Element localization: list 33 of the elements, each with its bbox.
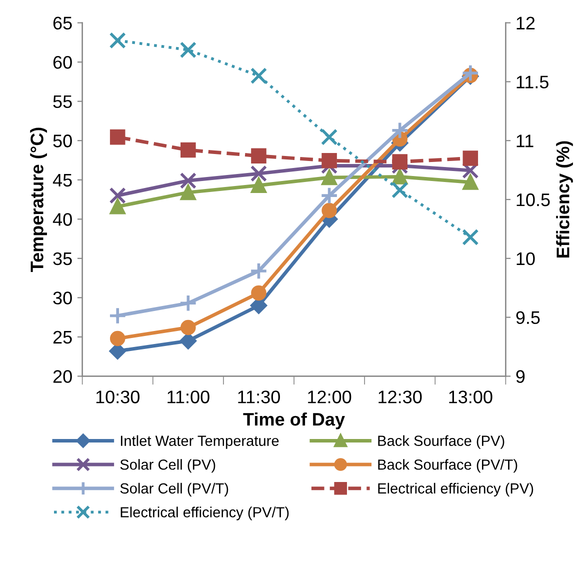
x-tick-label: 11:00 (168, 390, 210, 404)
y-tick-label: 45 (52, 174, 72, 187)
y-tick-label: 20 (53, 370, 72, 383)
x-tick-label: 11:30 (238, 390, 280, 404)
y-tick-label: 40 (52, 213, 72, 226)
y2-tick-label: 11.5 (516, 76, 548, 88)
legend-label: Intlet Water Temperature (120, 435, 279, 449)
legend-label: Solar Cell (PV/T) (120, 482, 228, 496)
y2-tick-label: 10 (516, 252, 535, 266)
x-tick-label: 13:00 (449, 390, 492, 404)
y2-tick-label: 9 (516, 370, 525, 383)
y2-tick-label: 11 (516, 134, 534, 148)
y2-tick-label: 12 (516, 16, 535, 30)
legend-label: Electrical efficiency (PV/T) (120, 506, 289, 520)
y-axis-title: Temperature (°C) (30, 128, 47, 272)
y-tick-label: 65 (53, 16, 72, 30)
legend-label: Back Sourface (PV/T) (378, 459, 518, 473)
y2-axis-title: Efficiency (%) (556, 141, 573, 258)
y2-tick-label: 10.5 (516, 193, 550, 206)
y-tick-label: 50 (53, 134, 72, 148)
x-axis-title: Time of Day (243, 412, 345, 430)
legend-label: Electrical efficiency (PV) (378, 482, 534, 496)
y-tick-label: 35 (53, 252, 72, 266)
y-tick-label: 25 (53, 330, 72, 344)
x-tick-label: 12:30 (378, 390, 422, 404)
y-tick-label: 55 (53, 95, 72, 108)
x-tick-label: 10:30 (96, 390, 140, 404)
y-tick-label: 30 (53, 292, 72, 304)
y-tick-label: 60 (53, 56, 72, 69)
y2-tick-label: 9.5 (516, 311, 540, 324)
legend-label: Solar Cell (PV) (120, 459, 216, 473)
legend-label: Back Sourface (PV) (378, 435, 504, 449)
x-tick-label: 12:00 (308, 390, 352, 404)
